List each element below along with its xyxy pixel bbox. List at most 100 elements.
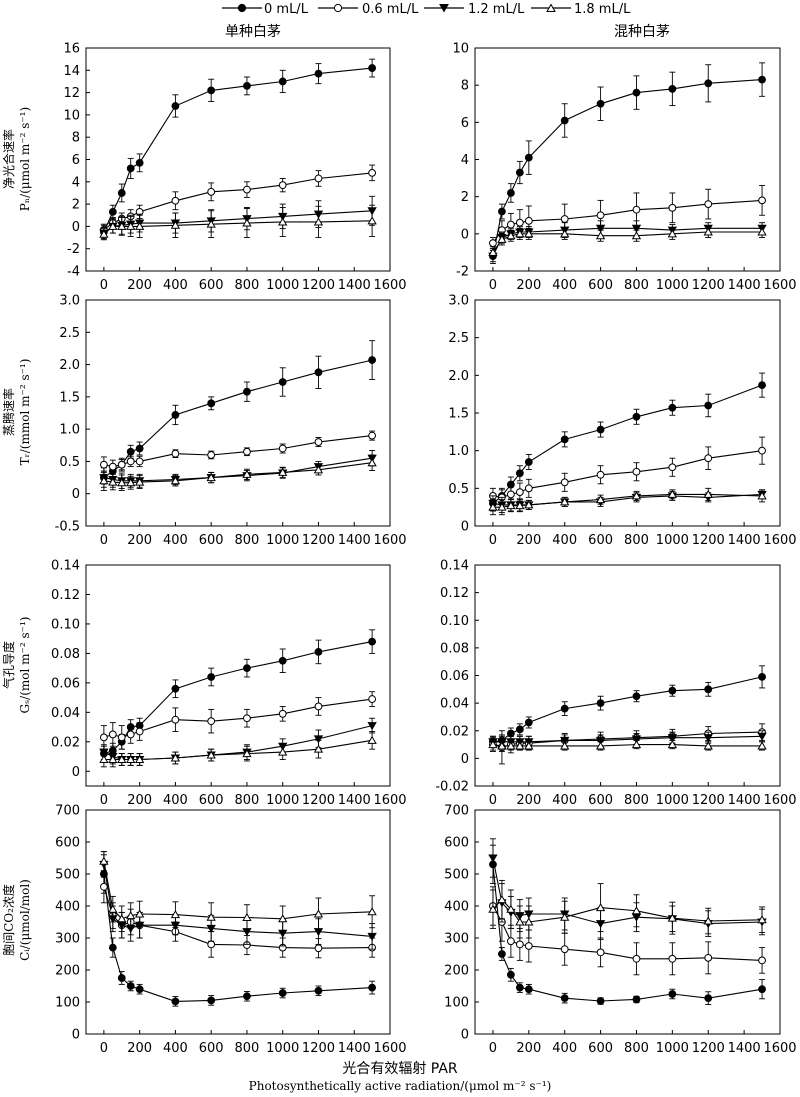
y-tick-label: 400 <box>444 900 469 915</box>
data-point <box>704 685 713 694</box>
series-3 <box>99 731 377 768</box>
series-0 <box>99 58 377 240</box>
data-point <box>368 168 377 177</box>
data-point <box>242 748 252 758</box>
data-point <box>170 220 181 229</box>
y-tick-label: 200 <box>55 964 80 979</box>
data-point <box>667 489 678 498</box>
data-point <box>367 458 377 467</box>
y-tick-label: 6 <box>461 116 469 131</box>
data-point <box>126 730 135 739</box>
data-point <box>632 88 641 97</box>
data-point <box>515 488 524 497</box>
y-tick-label: 0.12 <box>440 586 469 601</box>
series-2 <box>99 851 377 950</box>
row-label-ci: 胞间CO₂浓度 Cᵢ/(μmol/mol) <box>1 879 32 961</box>
x-tick-label: 600 <box>199 533 224 548</box>
data-point <box>243 447 251 456</box>
row-label-tr-en: Tᵣ/(mmol m⁻² s⁻¹) <box>18 359 32 466</box>
x-tick-label: 1600 <box>763 793 796 808</box>
y-tick-label: 0.14 <box>440 559 469 574</box>
data-point <box>126 478 136 487</box>
x-tick-label: 800 <box>624 278 649 293</box>
y-tick-label: 300 <box>444 932 469 947</box>
y-tick-label: 2 <box>72 198 80 213</box>
y-tick-label: 0.06 <box>440 669 469 684</box>
y-tick-label: 8 <box>461 79 469 94</box>
data-point <box>758 672 766 681</box>
y-tick-label: 0.12 <box>51 588 80 603</box>
data-point <box>758 196 766 205</box>
data-point <box>367 722 377 731</box>
legend-item-0: 0 mL/L <box>222 2 309 17</box>
data-point <box>368 983 377 992</box>
x-tick-label: 600 <box>588 793 613 808</box>
data-point <box>108 730 117 739</box>
y-tick-label: 0.10 <box>51 617 80 632</box>
data-point <box>368 356 377 364</box>
data-point <box>758 381 766 390</box>
y-tick-label: 0 <box>461 227 469 242</box>
data-point <box>668 954 677 963</box>
x-tick-label: 1200 <box>302 793 335 808</box>
data-point <box>278 467 288 476</box>
data-point <box>135 158 144 167</box>
data-point <box>524 718 533 727</box>
x-tick-label: 200 <box>516 278 541 293</box>
y-tick-label: 1.0 <box>448 444 469 459</box>
series-line <box>492 199 763 244</box>
data-point <box>134 477 145 486</box>
data-point <box>170 476 181 485</box>
panel-0: 0 200 400 600 800 1000 1200 1400 1600 -4 -2 0 2 4 6 8 10… <box>63 42 406 294</box>
x-tick-label: 600 <box>588 278 613 293</box>
data-point <box>126 457 135 466</box>
y-tick-label: 0.5 <box>59 455 80 470</box>
data-point <box>506 231 516 240</box>
data-point <box>560 912 570 921</box>
data-point <box>207 451 216 459</box>
x-tick-label: 600 <box>199 1041 224 1056</box>
data-point <box>134 909 145 918</box>
data-point <box>560 945 569 954</box>
data-point <box>108 208 117 216</box>
data-point <box>242 912 252 922</box>
data-point <box>704 994 713 1003</box>
series-line <box>103 435 373 468</box>
series-1 <box>489 723 766 765</box>
data-point <box>367 216 377 225</box>
x-tick-label: 1600 <box>373 1041 406 1056</box>
data-point <box>171 411 180 419</box>
data-point <box>99 754 109 763</box>
row-label-pn-cn: 净光合速率 <box>1 129 16 189</box>
series-line <box>492 384 763 504</box>
x-tick-label: 600 <box>588 533 613 548</box>
data-point <box>488 904 498 913</box>
y-tick-label: -2 <box>456 265 469 280</box>
data-point <box>134 221 145 230</box>
y-tick-label: 100 <box>55 996 80 1011</box>
data-point <box>313 744 324 753</box>
x-tick-label: 1400 <box>338 793 371 808</box>
x-tick-label: 800 <box>624 793 649 808</box>
y-tick-label: 0 <box>72 220 80 235</box>
x-tick-label: 400 <box>163 793 188 808</box>
data-point <box>631 906 642 915</box>
y-tick-label: 10 <box>63 108 80 123</box>
data-point <box>126 754 136 763</box>
x-tick-label: 1600 <box>373 278 406 293</box>
data-point <box>631 735 642 744</box>
x-tick-label: 0 <box>489 278 497 293</box>
row-label-gs: 气孔导度 Gₛ/(mol m⁻² s⁻¹) <box>1 617 32 714</box>
data-point <box>560 435 569 444</box>
series-1 <box>99 430 377 474</box>
data-point <box>117 221 127 230</box>
y-tick-label: 16 <box>63 42 80 57</box>
data-point <box>206 912 216 921</box>
plot-frame <box>85 564 391 787</box>
data-point <box>243 185 251 194</box>
x-tick-label: 0 <box>489 533 497 548</box>
y-tick-label: 6 <box>72 153 80 168</box>
row-label-ci-cn: 胞间CO₂浓度 <box>1 884 16 956</box>
data-point <box>560 497 570 506</box>
data-point <box>560 478 569 487</box>
